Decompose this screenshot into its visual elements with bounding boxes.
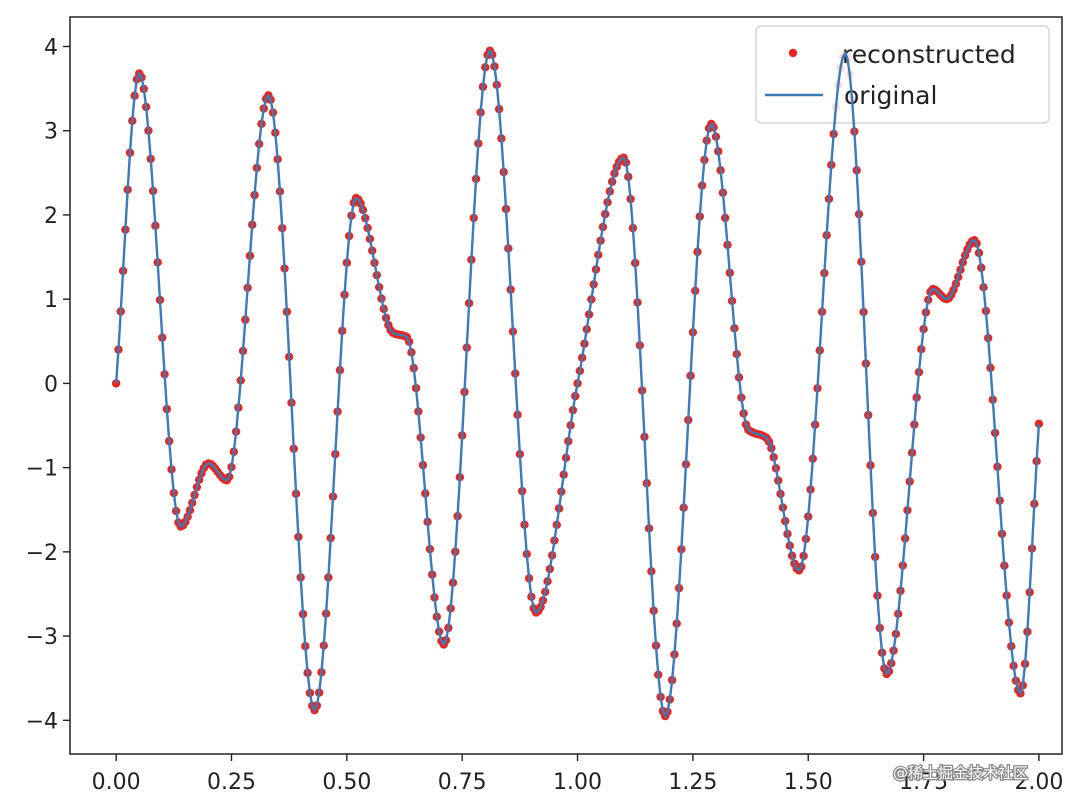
legend-label-original: original — [844, 81, 937, 110]
y-tick-label: −3 — [26, 625, 58, 650]
x-axis-ticks: 0.00 0.25 0.50 0.75 1.00 1.25 1.50 1.75 2.00 — [92, 754, 1063, 795]
y-tick-label: 0 — [44, 372, 58, 397]
x-tick-label: 1.25 — [668, 770, 717, 795]
reconstructed-point — [1034, 419, 1044, 429]
y-tick-label: −2 — [26, 541, 58, 566]
watermark-text: @稀土掘金技术社区 — [893, 764, 1028, 782]
x-tick-label: 0.50 — [322, 770, 371, 795]
y-tick-label: 1 — [44, 288, 58, 313]
y-tick-label: 3 — [44, 120, 58, 145]
x-tick-label: 0.25 — [207, 770, 256, 795]
y-tick-label: −1 — [26, 457, 58, 482]
y-tick-label: 2 — [44, 204, 58, 229]
x-tick-label: 0.75 — [438, 770, 487, 795]
series-original-line — [114, 48, 1041, 719]
legend-marker-reconstructed — [788, 48, 798, 58]
x-tick-label: 2.00 — [1014, 770, 1063, 795]
x-tick-label: 1.75 — [899, 770, 948, 795]
legend-box — [755, 25, 1050, 124]
legend-label-reconstructed: reconstructed — [842, 40, 1016, 69]
series-original-group — [114, 48, 1041, 719]
y-axis-ticks: 4 3 2 1 0 −1 −2 −3 −4 — [26, 35, 70, 734]
x-tick-label: 0.00 — [92, 770, 141, 795]
y-tick-label: 4 — [44, 35, 58, 60]
y-tick-label: −4 — [26, 709, 58, 734]
plot-frame — [69, 16, 1063, 755]
x-tick-label: 1.50 — [784, 770, 833, 795]
legend: reconstructed original — [755, 25, 1050, 124]
x-tick-label: 1.00 — [553, 770, 602, 795]
